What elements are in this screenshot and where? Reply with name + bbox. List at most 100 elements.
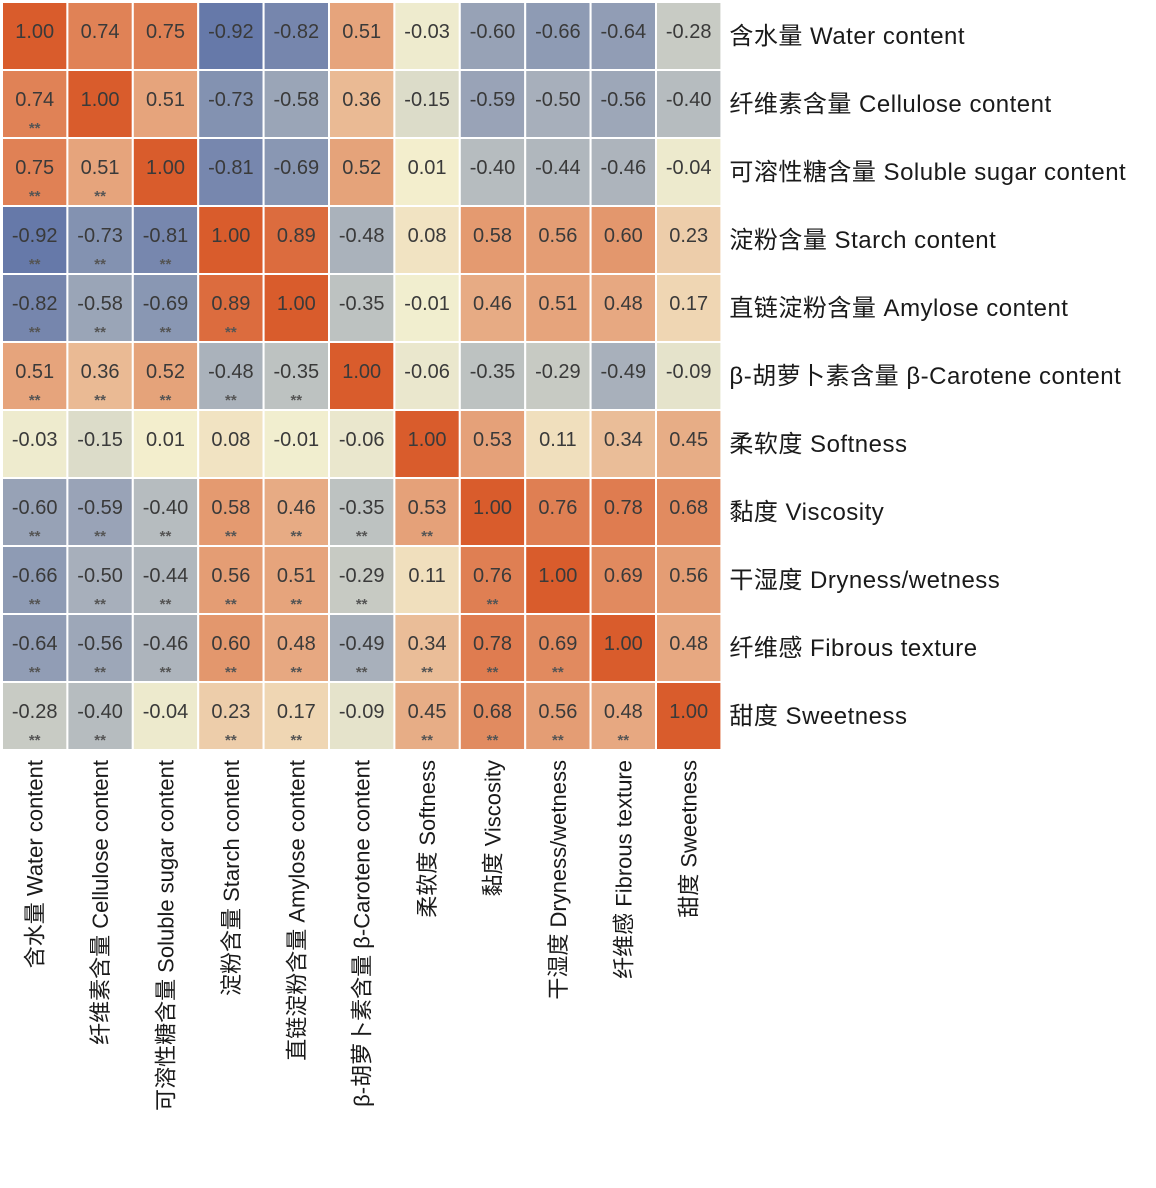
significance-mark-r2-c1: ** [29,120,41,137]
cell-value-r10-c1: -0.64 [12,633,58,655]
heatmap-cell-r3-c5 [262,137,331,207]
heatmap-cell-r5-c7 [393,273,461,343]
significance-mark-r10-c9: ** [552,664,564,681]
significance-mark-r9-c8: ** [487,596,499,613]
column-label-8: 黏度 Viscosity [481,760,506,897]
cell-value-r5-c5: 1.00 [277,293,316,315]
heatmap-cell-r3-c1 [1,137,69,207]
significance-mark-r8-c6: ** [356,528,368,545]
cell-value-r9-c8: 0.76 [473,565,512,587]
cell-value-r3-c1: 0.75 [15,157,54,179]
column-label-2: 纤维素含量 Cellulose content [88,760,113,1045]
heatmap-cell-r6-c1 [1,341,69,411]
cell-value-r6-c9: -0.29 [535,361,581,383]
cell-value-r9-c2: -0.50 [77,565,123,587]
cell-value-r2-c7: -0.15 [404,89,450,111]
significance-mark-r10-c8: ** [487,664,499,681]
heatmap-cell-r8-c1 [1,477,69,547]
heatmap-cell-r1-c11 [655,1,723,71]
cell-value-r11-c5: 0.17 [277,701,316,723]
cell-value-r1-c4: -0.92 [208,21,254,43]
cell-value-r8-c10: 0.78 [604,497,643,519]
cell-value-r1-c5: -0.82 [274,21,320,43]
significance-mark-r5-c3: ** [160,324,172,341]
heatmap-cell-r6-c6 [328,341,396,411]
heatmap-cell-r10-c3 [131,613,200,683]
cell-value-r4-c2: -0.73 [77,225,123,247]
cell-value-r11-c1: -0.28 [12,701,58,723]
cell-value-r7-c4: 0.08 [211,429,250,451]
significance-mark-r10-c1: ** [29,664,41,681]
column-label-4: 淀粉含量 Starch content [219,760,244,996]
cell-value-r5-c4: 0.89 [211,293,250,315]
cell-value-r4-c4: 1.00 [211,225,250,247]
cell-value-r8-c8: 1.00 [473,497,512,519]
heatmap-cell-r11-c10 [589,681,657,751]
heatmap-cell-r10-c5 [262,613,331,683]
heatmap-cell-r6-c11 [655,341,723,411]
cell-value-r1-c2: 0.74 [81,21,120,43]
row-label-3: 可溶性糖含量 Soluble sugar content [729,159,1126,186]
heatmap-cell-r7-c8 [458,409,527,479]
cell-value-r8-c3: -0.40 [143,497,189,519]
cell-value-r11-c6: -0.09 [339,701,385,723]
cell-value-r11-c10: 0.48 [604,701,643,723]
significance-mark-r10-c7: ** [421,664,433,681]
cell-value-r5-c3: -0.69 [143,293,189,315]
cell-value-r6-c5: -0.35 [274,361,320,383]
heatmap-cell-r8-c10 [589,477,657,547]
heatmap-cell-r1-c6 [328,1,396,71]
cell-value-r8-c2: -0.59 [77,497,123,519]
column-label-3: 可溶性糖含量 Soluble sugar content [154,760,179,1111]
cell-value-r2-c9: -0.50 [535,89,581,111]
heatmap-cell-r9-c10 [589,545,657,615]
cell-value-r9-c6: -0.29 [339,565,385,587]
cell-value-r2-c2: 1.00 [81,89,120,111]
cell-value-r11-c8: 0.68 [473,701,512,723]
heatmap-cell-r2-c5 [262,69,331,139]
row-label-6: β-胡萝卜素含量 β-Carotene content [729,363,1121,390]
heatmap-cell-r1-c8 [458,1,527,71]
cell-value-r3-c10: -0.46 [601,157,647,179]
heatmap-cell-r1-c10 [589,1,657,71]
cell-value-r6-c2: 0.36 [81,361,120,383]
heatmap-cell-r9-c11 [655,545,723,615]
significance-mark-r5-c4: ** [225,324,237,341]
significance-mark-r4-c1: ** [29,256,41,273]
row-label-1: 含水量 Water content [729,23,965,50]
row-label-7: 柔软度 Softness [729,431,907,458]
cell-value-r7-c7: 1.00 [408,429,447,451]
cell-value-r6-c8: -0.35 [470,361,516,383]
cell-value-r9-c11: 0.56 [669,565,708,587]
significance-mark-r3-c2: ** [94,188,106,205]
cell-value-r6-c3: 0.52 [146,361,185,383]
cell-value-r9-c5: 0.51 [277,565,316,587]
cell-value-r3-c6: 0.52 [342,157,381,179]
row-label-9: 干湿度 Dryness/wetness [729,567,1000,594]
heatmap-cell-r8-c5 [262,477,331,547]
significance-mark-r10-c4: ** [225,664,237,681]
cell-value-r3-c4: -0.81 [208,157,254,179]
cell-value-r5-c7: -0.01 [404,293,450,315]
cell-value-r2-c10: -0.56 [601,89,647,111]
cell-value-r4-c11: 0.23 [669,225,708,247]
significance-mark-r4-c2: ** [94,256,106,273]
row-labels: 含水量 Water content 纤维素含量 Cellulose content… [729,23,1126,730]
row-label-5: 直链淀粉含量 Amylose content [729,295,1068,322]
cell-value-r4-c10: 0.60 [604,225,643,247]
cell-value-r7-c11: 0.45 [669,429,708,451]
significance-mark-r8-c2: ** [94,528,106,545]
cell-value-r1-c8: -0.60 [470,21,516,43]
cell-value-r10-c4: 0.60 [211,633,250,655]
cell-value-r10-c11: 0.48 [669,633,708,655]
significance-mark-r8-c1: ** [29,528,41,545]
heatmap-cell-r3-c11 [655,137,723,207]
heatmap-cell-r11-c1 [1,681,69,751]
cell-value-r1-c1: 1.00 [15,21,54,43]
heatmap-cell-r5-c10 [589,273,657,343]
row-label-2: 纤维素含量 Cellulose content [729,91,1051,118]
heatmap-cell-r7-c9 [524,409,592,479]
cell-value-r2-c8: -0.59 [470,89,516,111]
cell-value-r8-c11: 0.68 [669,497,708,519]
